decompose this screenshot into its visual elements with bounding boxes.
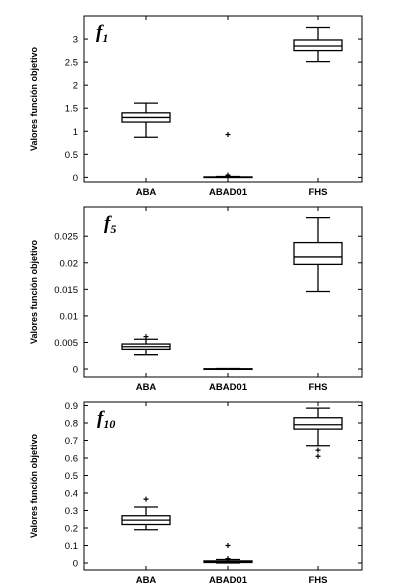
- panel-f10-box-0: [121, 496, 171, 531]
- panel-f5-ylabel: Valores función objetivo: [29, 239, 39, 344]
- panel-f5-category-label-0: ABA: [136, 382, 157, 393]
- panel-f5-category-label-2: FHS: [309, 382, 328, 393]
- panel-f10-category-label-2: FHS: [309, 575, 328, 586]
- panel-f5-box-0: [121, 334, 171, 356]
- panel-f5-ytick-label-4: 0.02: [60, 258, 79, 269]
- panel-f1-title: f1: [96, 22, 108, 45]
- panel-f5-ytick-label-2: 0.01: [60, 311, 79, 322]
- panel-f1-ytick-label-2: 1: [73, 127, 78, 138]
- panel-f10-ytick-label-7: 0.7: [65, 436, 78, 447]
- panel-f10-ytick-label-1: 0.1: [65, 541, 78, 552]
- panel-f1: Valores función objetivo f1 00.511.522.5…: [29, 15, 363, 198]
- panel-f1-title-main: f: [96, 22, 104, 43]
- panel-f10-ytick-label-4: 0.4: [65, 489, 78, 500]
- panel-f5-box-0-outlier-0: [143, 334, 149, 340]
- panel-f10-ytick-label-5: 0.5: [65, 471, 78, 482]
- panel-f10-ytick-label-9: 0.9: [65, 401, 78, 412]
- panel-f10-box-0-outlier-0: [143, 496, 149, 502]
- panel-f10-box-1-outlier-0: [225, 543, 231, 548]
- panel-f10-box-2-outlier-0: [315, 447, 321, 453]
- panel-f1-box-2-iqr: [293, 39, 343, 52]
- panel-f1-ylabel: Valores función objetivo: [29, 46, 39, 151]
- panel-f10-category-label-0: ABA: [136, 575, 157, 586]
- panel-f1-ytick-label-4: 2: [73, 81, 78, 92]
- panel-f5-title-main: f: [104, 213, 112, 234]
- panel-f1-box-0: [121, 102, 171, 138]
- panel-f10-ytick-label-6: 0.6: [65, 454, 78, 465]
- panel-f5-box-2: [293, 216, 343, 293]
- panel-f10-box-2-iqr: [293, 417, 343, 430]
- panel-f5-ytick-label-0: 0: [73, 365, 78, 376]
- panel-f10-box-2-outlier-1: [315, 453, 321, 459]
- panel-f1-ticks: 0 0.5 1 1.5 2 2.5 3 ABA ABAD01 FHS: [65, 16, 362, 198]
- panel-f5-ytick-label-3: 0.015: [54, 285, 78, 296]
- panel-f5-category-label-1: ABAD01: [209, 382, 248, 393]
- panel-f10-box-1-outlier-1: [225, 556, 231, 562]
- panel-f10-ticks: 0 0.1 0.2 0.3 0.4 0.5 0.6 0.7 0.8 0.9 ABA ABAD01 FHS: [65, 401, 362, 586]
- panel-f10-ytick-label-2: 0.2: [65, 524, 78, 535]
- panel-f5-box-1: [203, 367, 253, 371]
- panel-f1-ytick-label-3: 1.5: [65, 104, 78, 115]
- panel-f10-box-1: [203, 543, 253, 564]
- panel-f1-boxes: [121, 26, 343, 179]
- panel-f1-title-subscript: 1: [102, 31, 108, 45]
- panel-f1-category-label-1: ABAD01: [209, 187, 248, 198]
- panel-f10-ylabel: Valores función objetivo: [29, 433, 39, 538]
- panel-f10-title: f10: [97, 408, 115, 431]
- panel-f5: Valores función objetivo f5 0 0.005 0.01 0.…: [29, 206, 363, 393]
- panel-f10-box-2: [293, 407, 343, 459]
- panel-f1-category-label-0: ABA: [136, 187, 157, 198]
- panel-f10-boxes: [121, 407, 343, 564]
- panel-f5-box-2-iqr: [293, 241, 343, 266]
- panel-f1-ytick-label-1: 0.5: [65, 150, 78, 161]
- panel-f5-ticks: 0 0.005 0.01 0.015 0.02 0.025 ABA ABAD01 FHS: [54, 207, 362, 393]
- panel-f1-box-1-outlier-2: [225, 173, 231, 179]
- panel-f1-ytick-label-6: 3: [73, 35, 78, 46]
- panel-f10-title-subscript: 10: [103, 417, 115, 431]
- panel-f10-ytick-label-0: 0: [73, 559, 78, 570]
- panel-f10-category-label-1: ABAD01: [209, 575, 248, 586]
- panel-f1-ytick-label-0: 0: [73, 173, 78, 184]
- panel-f10: Valores función objetivo f10 00.10.20.30…: [29, 401, 363, 586]
- panel-f1-ytick-label-5: 2.5: [65, 58, 78, 69]
- panel-f5-title-subscript: 5: [110, 222, 116, 236]
- panel-f10-ytick-label-3: 0.3: [65, 506, 78, 517]
- panel-f10-plot-area: [83, 401, 363, 571]
- panel-f5-boxes: [121, 216, 343, 371]
- panel-f1-category-label-2: FHS: [309, 187, 328, 198]
- panel-f1-box-2: [293, 26, 343, 63]
- panel-f5-ytick-label-1: 0.005: [54, 338, 78, 349]
- panel-f5-title: f5: [104, 213, 116, 236]
- panel-f1-box-1: [203, 132, 253, 179]
- panel-f10-ytick-label-8: 0.8: [65, 419, 78, 430]
- panel-f1-box-1-outlier-0: [225, 132, 231, 138]
- panel-f10-title-main: f: [97, 408, 105, 429]
- panel-f5-ytick-label-5: 0.025: [54, 232, 78, 243]
